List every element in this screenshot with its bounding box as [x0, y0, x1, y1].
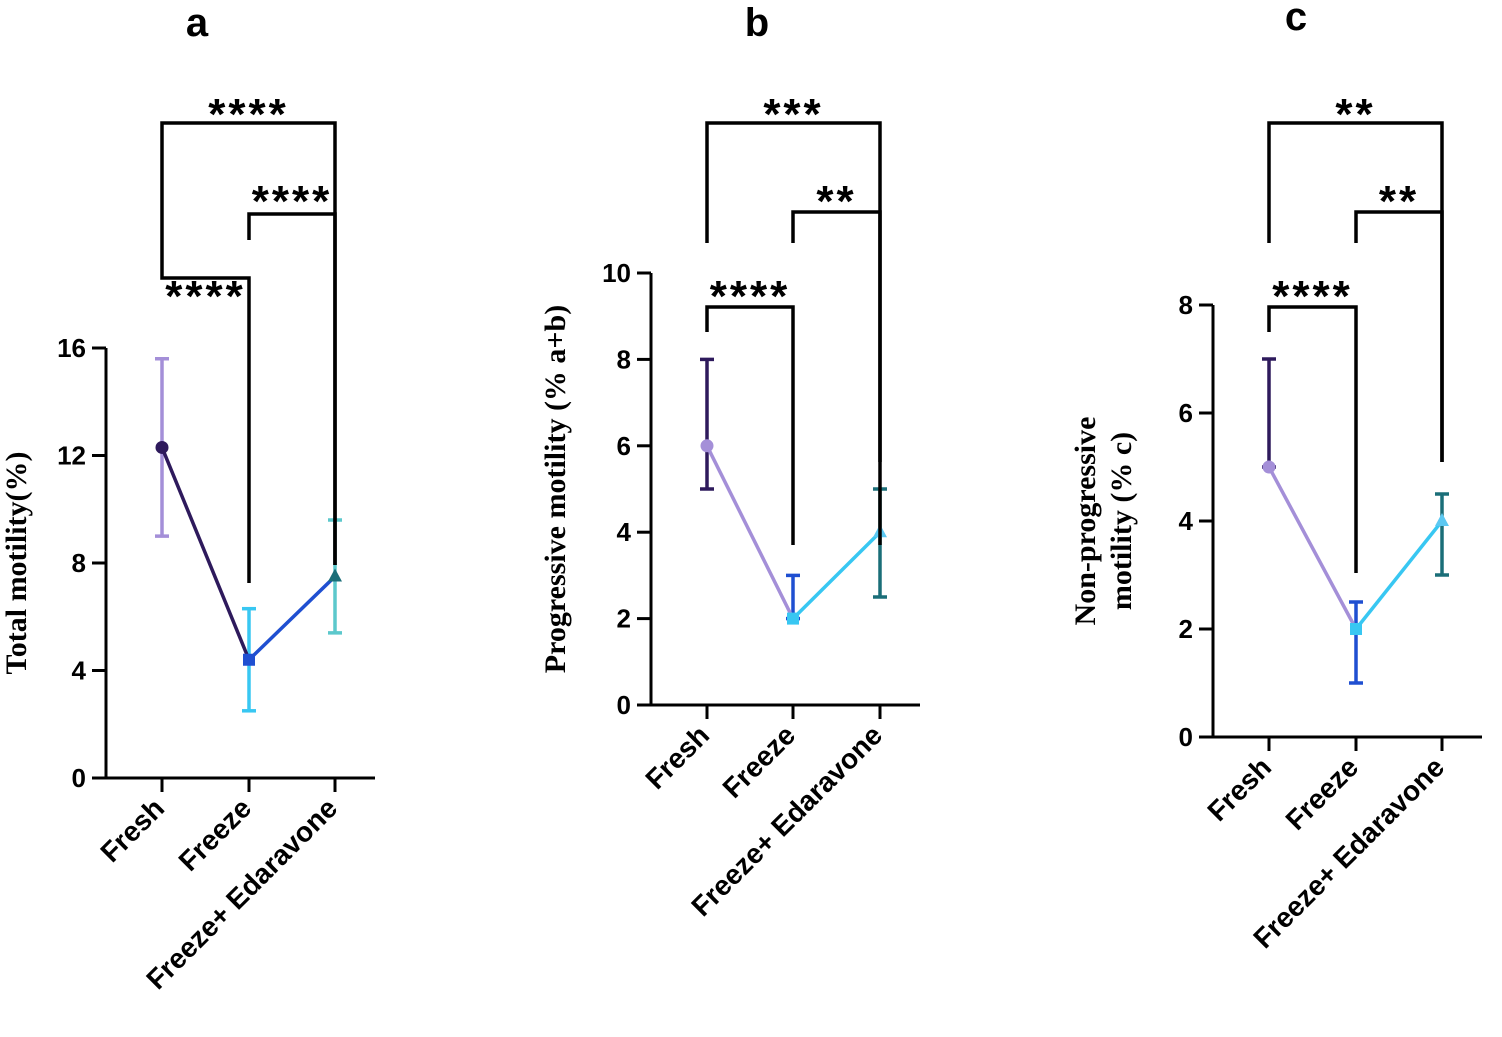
- y-tick-label: 6: [1179, 398, 1193, 428]
- significance-label: **: [1335, 90, 1375, 139]
- significance-bracket: [160, 240, 251, 583]
- significance-label: ****: [252, 177, 333, 226]
- y-tick-label: 12: [57, 441, 86, 471]
- significance-bracket: [705, 305, 795, 545]
- significance-bracket: [1354, 210, 1444, 462]
- significance-bracket: [160, 121, 337, 565]
- panel-letter: b: [745, 1, 769, 45]
- y-tick-label: 2: [617, 604, 631, 634]
- data-point: [243, 653, 255, 666]
- significance-bracket: [1267, 121, 1444, 462]
- data-point: [787, 612, 799, 625]
- y-tick-label: 0: [617, 690, 631, 720]
- y-tick-label: 16: [57, 333, 86, 363]
- data-point: [1350, 623, 1362, 635]
- series-line: [705, 445, 795, 620]
- x-tick-label: Fresh: [94, 792, 170, 868]
- y-tick-label: 0: [1179, 722, 1193, 752]
- y-tick-label: 0: [72, 763, 86, 793]
- y-tick-label: 8: [1179, 290, 1193, 320]
- data-point: [1435, 513, 1449, 526]
- significance-bracket: [705, 121, 882, 462]
- data-point: [155, 440, 169, 454]
- x-tick-label: Freeze: [173, 792, 258, 877]
- significance-bracket: [791, 210, 882, 545]
- panel-letter: a: [186, 1, 209, 45]
- significance-label: **: [816, 177, 856, 226]
- series-line: [1267, 466, 1358, 630]
- data-point: [328, 568, 342, 582]
- y-tick-label: 8: [617, 344, 631, 374]
- y-tick-label: 8: [72, 548, 86, 578]
- significance-bracket: [247, 212, 337, 565]
- x-tick-label: Fresh: [639, 719, 715, 795]
- series-line: [791, 530, 882, 620]
- significance-bracket: [1267, 305, 1358, 573]
- significance-label: ***: [763, 90, 823, 139]
- y-tick-label: 6: [617, 431, 631, 461]
- significance-label: ****: [1272, 272, 1353, 321]
- panel-letter: c: [1285, 0, 1307, 39]
- series-line: [160, 446, 251, 661]
- y-tick-label: 10: [602, 258, 631, 288]
- y-tick-label: 4: [1179, 506, 1194, 536]
- x-tick-label: Freeze: [1280, 751, 1365, 836]
- series-line: [1354, 519, 1444, 631]
- x-tick-label: Freeze: [717, 719, 802, 804]
- y-tick-label: 2: [1179, 614, 1193, 644]
- significance-label: ****: [165, 272, 246, 321]
- significance-label: **: [1379, 177, 1419, 226]
- data-point: [1262, 460, 1276, 474]
- data-point: [700, 439, 714, 453]
- y-axis-label: Total motility(%): [0, 451, 33, 674]
- series-line: [247, 575, 337, 662]
- y-axis-label: Progressive motility (% a+b): [539, 305, 572, 673]
- x-tick-label: Fresh: [1201, 751, 1277, 827]
- y-axis-label: motility (% c): [1105, 432, 1138, 610]
- significance-label: ****: [710, 272, 791, 321]
- y-tick-label: 4: [617, 517, 632, 547]
- significance-label: ****: [208, 90, 289, 139]
- y-axis-label: Non-progressive: [1069, 417, 1102, 626]
- y-tick-label: 4: [72, 656, 87, 686]
